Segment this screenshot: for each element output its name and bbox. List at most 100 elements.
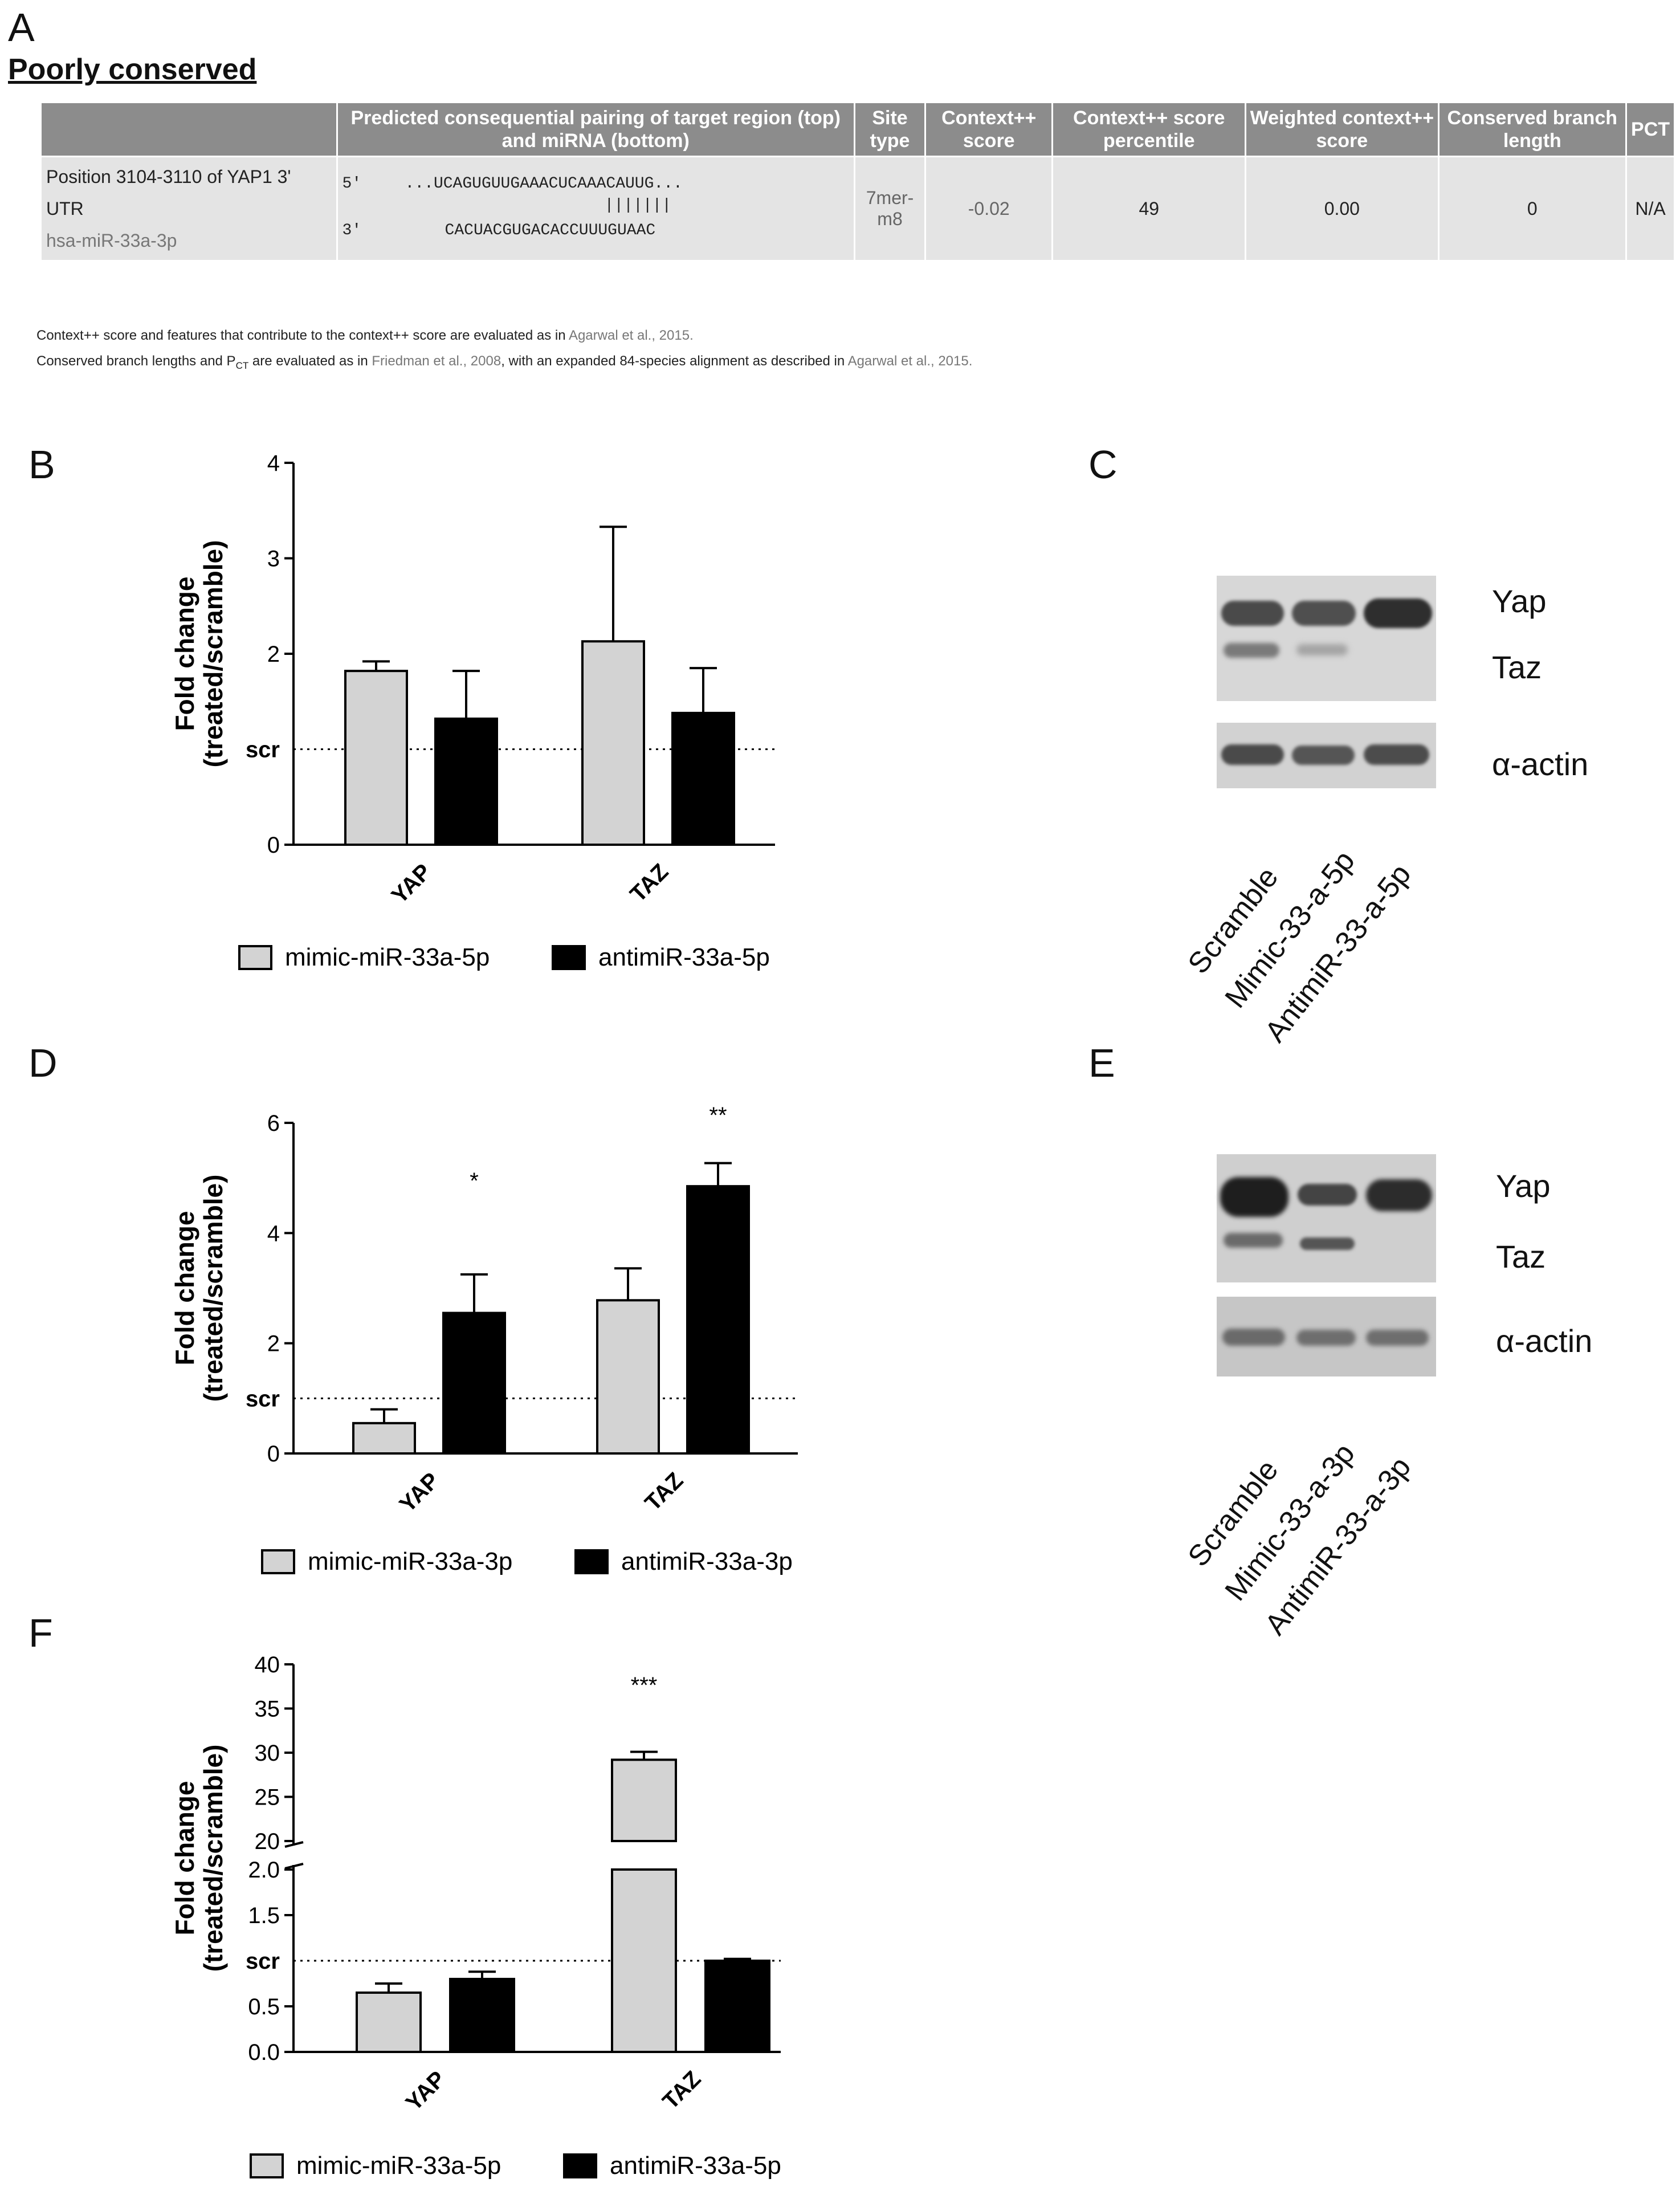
footnote-2-ref1[interactable]: Friedman et al., 2008 [372,353,501,369]
chart-b-legend-swatch-mimic [238,945,272,970]
footnote-1-ref[interactable]: Agarwal et al., 2015. [568,328,694,343]
header-weighted: Weighted context++ score [1245,101,1440,157]
chart-b-legend-label-antimir: antimiR-33a-5p [598,943,770,971]
chart-d-y-axis-label-line2: (treated/scramble) [198,1175,228,1402]
chart-f: Fold change(treated/scramble) 0.0 0.5 1.5 2.… [170,1652,781,2180]
chart-b-legend-label-mimic: mimic-miR-33a-5p [285,943,490,971]
chart-f-y-tick-label: 20 [255,1829,280,1854]
chart-f-bar-yap-antimir [449,1978,515,2053]
blot-c-upper [1217,576,1436,701]
chart-d-x-tick-label-taz: TAZ [640,1468,688,1516]
bottom-strand: CACUACGUGACACCUUUGUAAC [445,222,656,239]
chart-b-x-tick-label-yap: YAP [387,859,437,909]
chart-b-y-axis-label-line2: (treated/scramble) [198,540,228,768]
footnote-2-sub: CT [235,360,249,371]
chart-f-y-axis-label-line1: Fold change [170,1781,199,1936]
chart-b-y-axis-label-line1: Fold change [170,577,199,731]
chart-f-y-tick-label: 2.0 [248,1858,280,1883]
chart-b-y-tick-label: 4 [267,451,280,476]
panel-letter-b: B [28,442,55,487]
header-percentile: Context++ score percentile [1051,101,1247,157]
chart-d-significance: * [470,1168,479,1194]
blot-e-upper [1217,1154,1436,1282]
panel-letter-e: E [1088,1041,1115,1085]
top-strand-label: 5' [342,175,362,193]
blot-e-band-yap-3 [1366,1179,1432,1211]
blot-c-band-actin-1 [1221,744,1284,765]
blot-e-band-actin-1 [1222,1329,1285,1346]
chart-d-y-tick-label: 4 [267,1221,280,1246]
footnote-2-pre: Conserved branch lengths and P [36,353,236,369]
blot-c-band-actin-3 [1364,744,1429,765]
position-text: Position 3104-3110 of YAP1 3' UTR [46,166,291,219]
footnote-2: Conserved branch lengths and PCT are eva… [36,353,972,372]
chart-d-bar-yap-antimir [442,1312,506,1455]
chart-f-y-tick-label: 1.5 [248,1903,280,1928]
chart-b-bar-yap-antimir [434,717,498,846]
footnote-2-mid: are evaluated as in [248,353,368,369]
chart-d-legend-swatch-mimic [261,1549,295,1574]
chart-f-bar-taz-mimic-seg1 [611,1868,677,2053]
chart-f-y-tick-label: 35 [255,1697,280,1722]
blot-c-lower [1217,723,1436,788]
chart-f-x-tick-label-taz: TAZ [658,2066,706,2114]
blot-c-band-taz-2 [1296,644,1348,655]
cell-branch: 0 [1437,156,1628,262]
blot-c-band-taz-1 [1224,643,1279,658]
chart-f-axis-break-mark-upper [284,1841,304,1848]
blot-c-band-yap-3 [1364,598,1432,628]
blot-c-label-yap: Yap [1492,583,1547,619]
chart-b-x-tick-label-taz: TAZ [625,859,673,907]
chart-f-axis-break-mark-lower [284,1863,304,1870]
footnote-2-ref2[interactable]: Agarwal et al., 2015. [847,353,973,369]
blot-e-band-taz-1 [1224,1233,1283,1248]
header-pairing: Predicted consequential pairing of targe… [336,101,855,157]
chart-d-bar-taz-mimic [596,1299,660,1455]
blot-e-band-yap-1 [1220,1177,1288,1217]
chart-f-legend-label-antimir: antimiR-33a-5p [610,2152,781,2180]
pairing-marks: ||||||| [604,197,672,214]
blot-c-band-actin-2 [1292,746,1355,765]
header-context: Context++ score [924,101,1054,157]
panel-letter-a: A [8,5,35,50]
header-site-type: Site type [853,101,927,157]
chart-f-y-axis-label: Fold change(treated/scramble) [170,1745,228,1972]
footnote-1-text: Context++ score and features that contri… [36,328,566,343]
table-row: Position 3104-3110 of YAP1 3' UTR hsa-mi… [40,156,1675,262]
chart-d-legend-swatch-antimir [574,1549,609,1574]
blot-e-label-actin: α-actin [1496,1323,1593,1359]
chart-d-x-tick-label-yap: YAP [395,1468,445,1517]
chart-d-legend-label-mimic: mimic-miR-33a-3p [308,1547,512,1575]
chart-b-legend-swatch-antimir [552,945,586,970]
chart-d-y-tick-label: 6 [267,1111,280,1136]
blot-e-band-actin-3 [1366,1330,1429,1346]
chart-f-legend-label-mimic: mimic-miR-33a-5p [296,2152,501,2180]
header-site [40,101,338,157]
chart-f-y-tick-label: 0.5 [248,1994,280,2019]
chart-f-y-tick-label: 30 [255,1741,280,1766]
chart-d: Fold change(treated/scramble) 0 2 4 6 scr * YAP… [170,1103,798,1575]
chart-b: Fold change(treated/scramble) 0 2 3 4 scr YAP T… [170,451,775,971]
chart-b-bar-yap-mimic [344,670,408,846]
header-branch: Conserved branch length [1437,101,1628,157]
chart-f-y-tick-label: 40 [255,1652,280,1677]
blot-e-band-actin-2 [1296,1330,1356,1346]
header-pct: PCT [1625,101,1675,157]
panel-letter-d: D [28,1041,58,1085]
chart-d-y-axis-label-line1: Fold change [170,1211,199,1366]
chart-d-y-tick-label: 2 [267,1331,280,1357]
chart-d-scr-label: scr [246,1386,280,1411]
panel-letter-f: F [28,1611,53,1655]
blot-e-label-yap: Yap [1496,1168,1551,1204]
chart-b-y-axis-label: Fold change(treated/scramble) [170,540,228,768]
chart-b-y-tick-label: 0 [267,833,280,858]
chart-f-legend-swatch-mimic [250,2153,284,2178]
cell-pairing: 5' ...UCAGUGUUGAAACUCAAACAUUG... |||||||… [336,156,855,262]
targetscan-table: Predicted consequential pairing of targe… [40,101,1675,262]
chart-f-bar-taz-antimir [704,1960,770,2053]
chart-f-bar-yap-mimic [356,1992,422,2053]
chart-d-bar-yap-mimic [352,1422,416,1455]
chart-f-legend-swatch-antimir [563,2153,597,2178]
chart-d-y-tick-label: 0 [267,1441,280,1467]
chart-b-y-tick-label: 2 [267,642,280,667]
